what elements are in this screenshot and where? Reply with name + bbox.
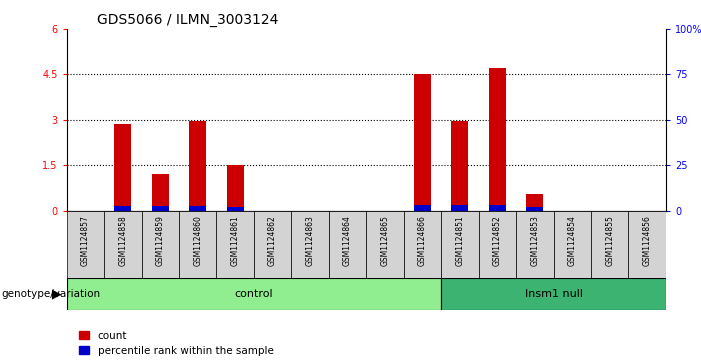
Bar xyxy=(414,74,431,211)
Text: GSM1124855: GSM1124855 xyxy=(605,215,614,266)
Text: GSM1124851: GSM1124851 xyxy=(456,215,465,266)
Text: GSM1124858: GSM1124858 xyxy=(118,215,128,266)
Bar xyxy=(526,207,543,211)
Bar xyxy=(189,206,206,211)
Text: control: control xyxy=(235,289,273,299)
Text: GSM1124862: GSM1124862 xyxy=(268,215,277,266)
Bar xyxy=(441,211,479,278)
Bar xyxy=(217,211,254,278)
Bar xyxy=(142,211,179,278)
Bar xyxy=(114,124,131,211)
Bar xyxy=(629,211,666,278)
Bar xyxy=(489,205,506,211)
Text: genotype/variation: genotype/variation xyxy=(1,289,100,299)
Text: GSM1124866: GSM1124866 xyxy=(418,215,427,266)
Bar xyxy=(179,211,217,278)
Bar xyxy=(152,206,169,211)
Bar xyxy=(104,211,142,278)
Bar xyxy=(67,211,104,278)
Bar xyxy=(404,211,441,278)
Bar xyxy=(451,121,468,211)
Bar xyxy=(451,205,468,211)
Bar xyxy=(189,121,206,211)
Text: GSM1124861: GSM1124861 xyxy=(231,215,240,266)
Bar xyxy=(292,211,329,278)
Bar xyxy=(114,206,131,211)
Text: GSM1124854: GSM1124854 xyxy=(568,215,577,266)
Bar xyxy=(67,278,441,310)
Bar xyxy=(441,278,666,310)
Text: GSM1124863: GSM1124863 xyxy=(306,215,315,266)
Text: GSM1124857: GSM1124857 xyxy=(81,215,90,266)
Bar xyxy=(414,205,431,211)
Text: GSM1124865: GSM1124865 xyxy=(381,215,390,266)
Bar xyxy=(254,211,292,278)
Bar xyxy=(554,211,591,278)
Text: GSM1124852: GSM1124852 xyxy=(493,215,502,266)
Bar xyxy=(479,211,516,278)
Bar xyxy=(516,211,554,278)
Text: ▶: ▶ xyxy=(52,287,62,301)
Bar xyxy=(226,165,243,211)
Bar xyxy=(526,194,543,211)
Bar xyxy=(226,207,243,211)
Text: GSM1124860: GSM1124860 xyxy=(193,215,202,266)
Text: Insm1 null: Insm1 null xyxy=(524,289,583,299)
Text: GSM1124864: GSM1124864 xyxy=(343,215,352,266)
Text: GSM1124859: GSM1124859 xyxy=(156,215,165,266)
Bar xyxy=(366,211,404,278)
Bar xyxy=(591,211,629,278)
Bar xyxy=(329,211,366,278)
Bar xyxy=(489,68,506,211)
Text: GDS5066 / ILMN_3003124: GDS5066 / ILMN_3003124 xyxy=(97,13,278,26)
Bar xyxy=(152,174,169,211)
Text: GSM1124856: GSM1124856 xyxy=(643,215,652,266)
Legend: count, percentile rank within the sample: count, percentile rank within the sample xyxy=(79,331,273,356)
Text: GSM1124853: GSM1124853 xyxy=(531,215,539,266)
